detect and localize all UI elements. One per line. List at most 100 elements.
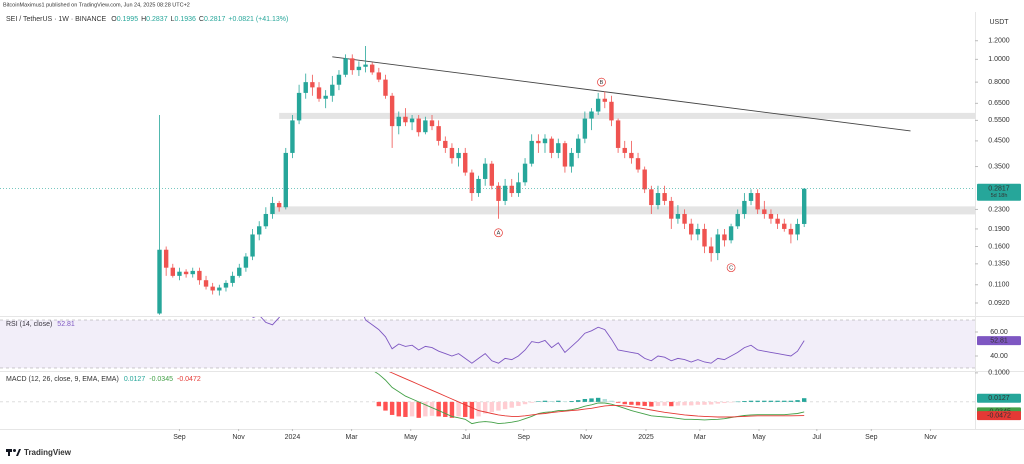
macd-histogram-bar [655, 401, 661, 406]
candle-body [449, 147, 455, 159]
candle-body [788, 228, 794, 235]
rsi-last-label: 52.81 [990, 337, 1008, 344]
candle-body [283, 152, 288, 208]
macd-histogram-bar [416, 401, 421, 418]
macd-histogram-bar [516, 401, 521, 406]
signal-line [388, 372, 805, 418]
zone [269, 206, 975, 215]
macd-histogram-bar [496, 401, 501, 411]
candle-body [682, 213, 687, 224]
macd-histogram-bar [542, 400, 548, 402]
candle-body [263, 213, 269, 227]
candle-body [629, 152, 634, 159]
y-tick-label: 0.6500 [988, 100, 1010, 107]
macd-histogram-bar [549, 401, 554, 402]
axes: 1.2000 1.0000 0.8000 0.6500 0.5500 0.4500 0.35… [173, 38, 1021, 441]
candle-body [303, 82, 308, 93]
wave-marker [597, 77, 606, 87]
macd-value: -0.0345 [149, 376, 173, 383]
change: +0.0821 (+41.13%) [228, 16, 288, 23]
macd-histogram-bar [675, 401, 681, 406]
y-tick-label: 0.1600 [988, 243, 1010, 250]
candle-body [376, 72, 382, 80]
candle-body [369, 64, 375, 73]
macd-histogram-bar [635, 401, 641, 406]
candle-body [177, 271, 182, 276]
candle-body [416, 118, 421, 133]
wave-marker [726, 263, 736, 273]
macd-histogram-bar [509, 401, 514, 408]
macd-title: MACD (12, 26, close, 9, EMA, EMA) [6, 376, 119, 383]
candle-body [403, 116, 408, 123]
candle-body [210, 286, 215, 291]
hist-last-label: 0.0127 [988, 395, 1010, 402]
candle-body [689, 223, 694, 235]
candle-body [801, 188, 807, 224]
candle-body [655, 193, 661, 206]
macd-header: MACD (12, 26, close, 9, EMA, EMA) 0.0127-… [6, 376, 201, 383]
logo-part [13, 449, 16, 452]
rsi-title: RSI (14, close) [6, 321, 52, 328]
ohlc-value: 0.1995 [117, 16, 139, 23]
macd-histogram-bar [782, 400, 787, 402]
hist-last-label-box [977, 393, 1021, 403]
macd-histogram-bar [689, 401, 694, 406]
macd-histogram-bar [556, 400, 561, 402]
candle-body [556, 143, 561, 153]
candle-body [742, 200, 747, 214]
currency: USDT [989, 19, 1009, 26]
candle-body [383, 79, 388, 96]
x-tick-label: Jul [812, 434, 821, 441]
candle-body [443, 140, 448, 148]
candle-body [728, 226, 734, 241]
candle-body [336, 74, 342, 85]
macd-histogram-bar [383, 401, 388, 411]
candle-body [708, 246, 714, 254]
last-price-box [977, 183, 1021, 201]
rsi-pane [0, 317, 975, 369]
macd-histogram-bar [389, 401, 395, 415]
macd-histogram-bar [669, 401, 674, 407]
macd-histogram-bar [649, 401, 654, 407]
macd-histogram-bar [695, 401, 701, 405]
wave-label: C [729, 266, 733, 272]
macd-histogram-bar [443, 401, 448, 417]
y-tick-label: 0.1100 [989, 282, 1010, 289]
x-tick-label: Nov [232, 434, 245, 441]
y-tick-label: 0.3500 [988, 163, 1010, 170]
ohlc-value: 0.2837 [146, 16, 168, 23]
candle-body [217, 287, 222, 291]
candle-body [257, 226, 262, 235]
footer-brand: TradingView [24, 448, 72, 457]
macd-histogram-bar [522, 401, 528, 405]
macd-histogram-bar [775, 400, 780, 402]
macd-histogram-bar [456, 401, 461, 417]
signal-last-label: -0.0472 [987, 412, 1011, 419]
candle-body [270, 202, 275, 214]
ohlc-value: 0.1936 [175, 16, 197, 23]
candle-body [735, 213, 740, 227]
candle-body [695, 228, 701, 235]
candle-body [516, 182, 521, 194]
macd-pane [0, 372, 975, 425]
macd-histogram-bar [715, 401, 720, 404]
macd-histogram-bar [682, 401, 687, 406]
signal-value: -0.0472 [177, 376, 201, 383]
candle-body [549, 138, 554, 153]
candle-body [702, 228, 707, 247]
candle-body [662, 193, 667, 201]
macd-histogram-bar [569, 401, 574, 402]
y-tick-label: 0.2300 [988, 206, 1010, 213]
candle-body [762, 209, 767, 214]
candle-body [310, 82, 315, 88]
candle-body [230, 275, 235, 283]
macd-histogram-bar [476, 401, 481, 417]
macd-histogram-bar [529, 401, 534, 403]
rsi-last-label-box [977, 336, 1021, 346]
candle-body [237, 267, 242, 276]
macd-histogram-bar [642, 401, 647, 406]
candle-body [423, 120, 428, 133]
candle-body [622, 147, 627, 153]
